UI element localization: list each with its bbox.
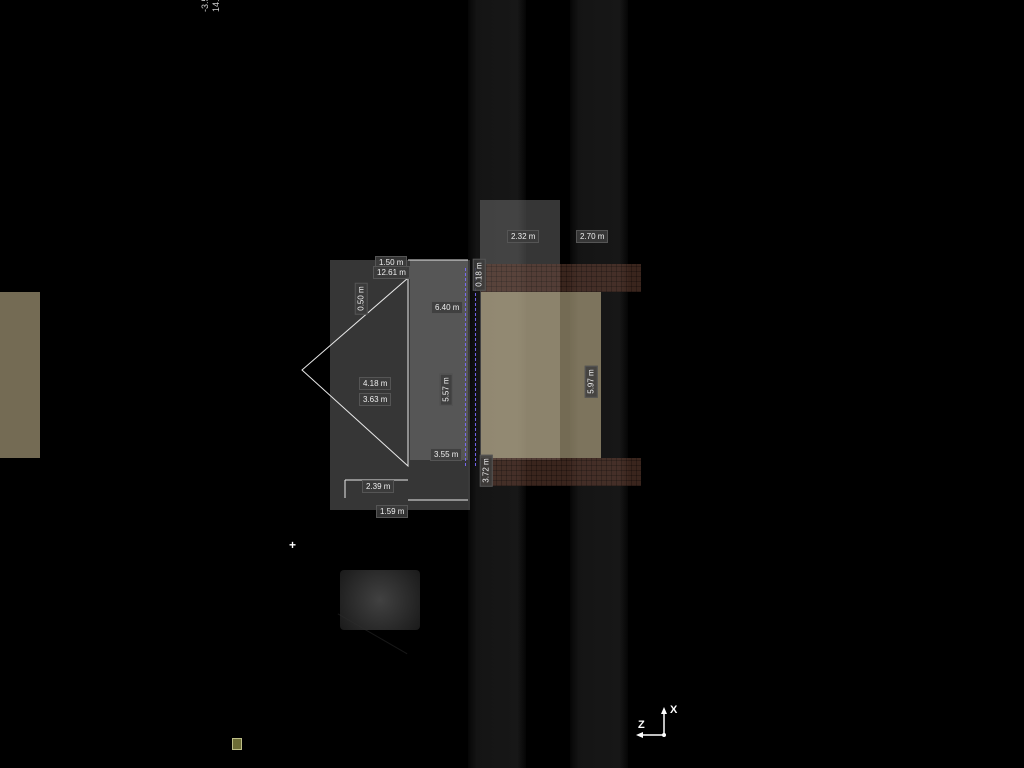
- x-axis-label: X: [670, 704, 678, 716]
- viewport[interactable]: -3.5379 : X 14.237 : Z 2.32 m2.70 m1.50 …: [0, 0, 1024, 768]
- section-line-2: [475, 268, 476, 466]
- x-axis-arrow: [661, 707, 667, 714]
- measurement-label[interactable]: 0.50 m: [355, 282, 368, 314]
- z-axis-arrow: [636, 732, 643, 738]
- scan-column-right: [570, 0, 628, 768]
- reference-marker[interactable]: [232, 738, 242, 750]
- measurement-label[interactable]: 5.97 m: [585, 365, 598, 397]
- measurement-label[interactable]: 2.70 m: [576, 230, 608, 243]
- measurement-label[interactable]: 3.55 m: [430, 448, 462, 461]
- measurement-label[interactable]: 6.40 m: [431, 301, 463, 314]
- measurement-label[interactable]: 3.63 m: [359, 393, 391, 406]
- scan-block-2: [410, 260, 468, 460]
- cursor-crosshair: +: [289, 538, 296, 552]
- measurement-label[interactable]: 3.72 m: [480, 454, 493, 486]
- coordinate-readout: -3.5379 : X 14.237 : Z: [200, 0, 222, 12]
- section-line-1: [465, 268, 466, 466]
- wall-volume-right: [0, 292, 40, 458]
- z-axis-label: Z: [638, 719, 645, 731]
- gizmo-origin: [662, 733, 666, 737]
- measurement-label[interactable]: 0.18 m: [473, 258, 486, 290]
- measurement-label[interactable]: 5.57 m: [440, 373, 453, 405]
- measurement-label[interactable]: 2.32 m: [507, 230, 539, 243]
- measurement-label[interactable]: 4.18 m: [359, 377, 391, 390]
- axis-gizmo[interactable]: X Z: [634, 705, 694, 754]
- coord-x: -3.5379 : X: [200, 0, 211, 12]
- measurement-label[interactable]: 1.59 m: [376, 505, 408, 518]
- coord-z: 14.237 : Z: [211, 0, 222, 12]
- measurement-label[interactable]: 2.39 m: [362, 480, 394, 493]
- measurement-label[interactable]: 12.61 m: [373, 266, 410, 279]
